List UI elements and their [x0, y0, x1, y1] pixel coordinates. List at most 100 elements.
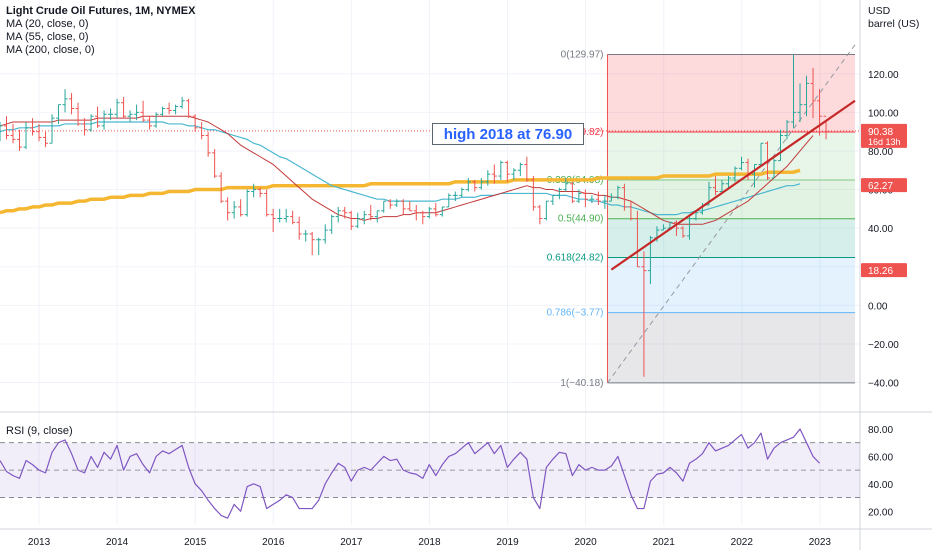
price-bar — [335, 206, 341, 223]
price-bar — [153, 112, 159, 128]
price-axis-tick: −40.00 — [868, 379, 899, 390]
rsi-axis-tick: 20.00 — [868, 507, 893, 518]
price-bar — [673, 220, 679, 236]
price-bar — [530, 176, 536, 211]
price-bar — [732, 166, 738, 182]
price-bar — [173, 104, 179, 115]
price-bar — [797, 83, 803, 123]
price-bar — [628, 201, 634, 221]
price-bar — [400, 199, 406, 215]
price-bar — [758, 142, 764, 165]
price-bar — [277, 208, 283, 223]
price-bar — [778, 129, 784, 162]
price-bar — [381, 200, 387, 213]
price-bar — [452, 191, 458, 202]
price-bar — [426, 206, 432, 219]
dashed-diagonal-line — [607, 44, 856, 384]
price-bar — [420, 210, 426, 225]
price-bar — [316, 237, 322, 256]
price-bar — [407, 201, 413, 212]
price-bar — [212, 149, 218, 178]
price-bar — [244, 189, 250, 217]
price-axis-tick: −20.00 — [868, 340, 899, 351]
price-bar — [361, 210, 367, 225]
time-axis-tick: 2013 — [28, 537, 51, 548]
rsi-title: RSI (9, close) — [6, 425, 73, 437]
price-label-badge — [861, 263, 907, 278]
price-bar — [309, 232, 315, 256]
price-bar — [498, 160, 504, 180]
ma200-legend: MA (200, close, 0) — [6, 44, 95, 56]
quantity-unit: barrel (US) — [868, 18, 920, 30]
price-bar — [56, 104, 62, 124]
price-bar — [166, 102, 172, 115]
fib-level-label: 0.786(−3.77) — [546, 308, 603, 319]
annotation-callout[interactable]: high 2018 at 76.90 — [432, 123, 584, 145]
price-bar — [290, 210, 296, 225]
price-bar — [686, 216, 692, 240]
fib-zone — [607, 312, 855, 383]
chart-legend: Light Crude Oil Futures, 1M, NYMEX MA (2… — [6, 5, 195, 57]
currency-unit: USD — [868, 5, 891, 17]
ma200-line — [0, 168, 801, 215]
price-bar — [257, 187, 263, 198]
price-bar — [446, 193, 452, 208]
price-bar — [121, 96, 127, 119]
price-bar — [101, 110, 107, 130]
price-bar — [465, 177, 471, 192]
price-bar — [199, 122, 205, 140]
price-bar — [205, 131, 211, 157]
price-bar — [342, 206, 348, 219]
price-bar — [738, 156, 744, 171]
time-axis-tick: 2021 — [653, 537, 676, 548]
price-bar — [413, 205, 419, 221]
price-bar — [30, 118, 36, 136]
price-bar — [225, 197, 231, 221]
rsi-axis-tick: 60.00 — [868, 452, 893, 463]
trend-line — [610, 99, 856, 271]
price-bar — [641, 251, 647, 377]
price-bar — [621, 183, 627, 211]
price-bar — [36, 123, 42, 142]
price-bar — [660, 224, 666, 231]
price-axis-tick: 100.00 — [868, 108, 899, 119]
price-bar — [478, 177, 484, 190]
price-bar — [504, 160, 510, 182]
time-axis-tick: 2023 — [809, 537, 832, 548]
rsi-legend: RSI (9, close) — [6, 425, 73, 438]
fib-zone — [607, 54, 855, 133]
price-bar — [556, 187, 562, 200]
price-bar — [543, 200, 549, 221]
price-bar — [576, 189, 582, 204]
price-bar — [179, 96, 185, 109]
price-bar — [693, 210, 699, 221]
fib-zone — [607, 257, 855, 313]
price-bar — [459, 187, 465, 198]
price-bar — [134, 104, 140, 121]
price-bar — [725, 176, 731, 188]
time-axis-tick: 2022 — [731, 537, 754, 548]
price-bar — [712, 176, 718, 196]
price-bar — [43, 131, 49, 148]
price-bar — [804, 75, 810, 117]
price-bar — [0, 122, 3, 142]
price-bar — [472, 179, 478, 192]
price-bar — [160, 106, 166, 117]
price-bar — [387, 199, 393, 209]
price-bar — [218, 172, 224, 204]
price-bar — [186, 98, 192, 119]
price-bar — [615, 185, 621, 200]
fib-level-label: 1(−40.18) — [560, 378, 603, 389]
price-bar — [771, 158, 777, 179]
price-bar — [791, 54, 797, 128]
rsi-axis-tick: 40.00 — [868, 480, 893, 491]
price-bar — [23, 122, 29, 150]
price-bar — [368, 205, 374, 221]
price-bar — [751, 163, 757, 188]
ma20-legend: MA (20, close, 0) — [6, 18, 89, 30]
price-bar — [10, 123, 16, 144]
price-bar — [62, 89, 68, 113]
price-bar — [303, 230, 309, 242]
price-bar — [374, 210, 380, 223]
